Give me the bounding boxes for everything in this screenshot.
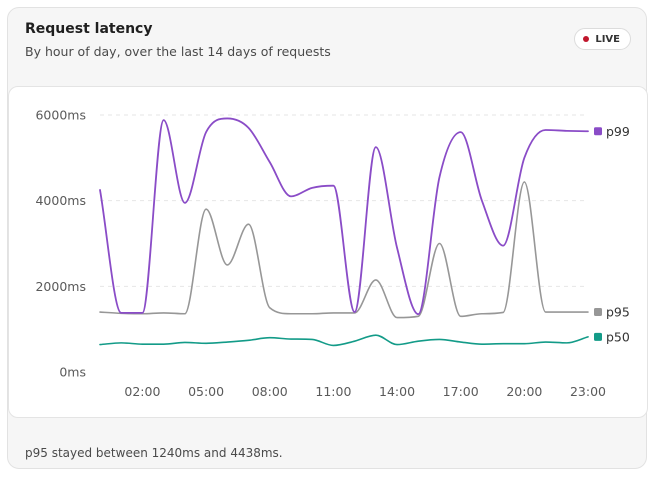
y-tick-label: 0ms (59, 365, 86, 380)
legend-swatch-p95 (594, 308, 602, 317)
series-line-p95 (99, 181, 589, 319)
footer-summary: p95 stayed between 1240ms and 4438ms. (25, 446, 283, 460)
x-tick-label: 11:00 (315, 384, 351, 399)
legend-swatch-p50 (594, 332, 602, 341)
card-title: Request latency (25, 21, 153, 37)
legend-label-p99: p99 (606, 124, 630, 139)
legend-label-p50: p50 (606, 329, 630, 344)
legend-label-p95: p95 (606, 305, 630, 320)
live-label: LIVE (595, 33, 620, 45)
latency-card: Request latency By hour of day, over the… (7, 7, 648, 469)
x-tick-label: 08:00 (252, 384, 288, 399)
x-tick-label: 14:00 (379, 384, 415, 399)
x-tick-label: 20:00 (506, 384, 542, 399)
y-tick-label: 4000ms (35, 193, 86, 208)
series-line-p99 (99, 117, 589, 316)
chart-panel: 0ms 2000ms 4000ms 6000ms 02:00 05:00 08:00 11:0… (8, 86, 648, 418)
latency-chart: 0ms 2000ms 4000ms 6000ms 02:00 05:00 08:00 11:0… (35, 108, 630, 400)
x-tick-label: 23:00 (570, 384, 606, 399)
x-tick-label: 05:00 (188, 384, 224, 399)
legend-swatch-p99 (594, 127, 602, 136)
x-tick-label: 02:00 (124, 384, 160, 399)
live-dot-icon (583, 36, 590, 42)
series-line-p50 (99, 334, 589, 347)
x-tick-label: 17:00 (443, 384, 479, 399)
live-badge: LIVE (574, 28, 631, 50)
card-subtitle: By hour of day, over the last 14 days of… (25, 44, 331, 59)
y-tick-label: 2000ms (35, 279, 86, 294)
y-tick-label: 6000ms (35, 108, 86, 123)
